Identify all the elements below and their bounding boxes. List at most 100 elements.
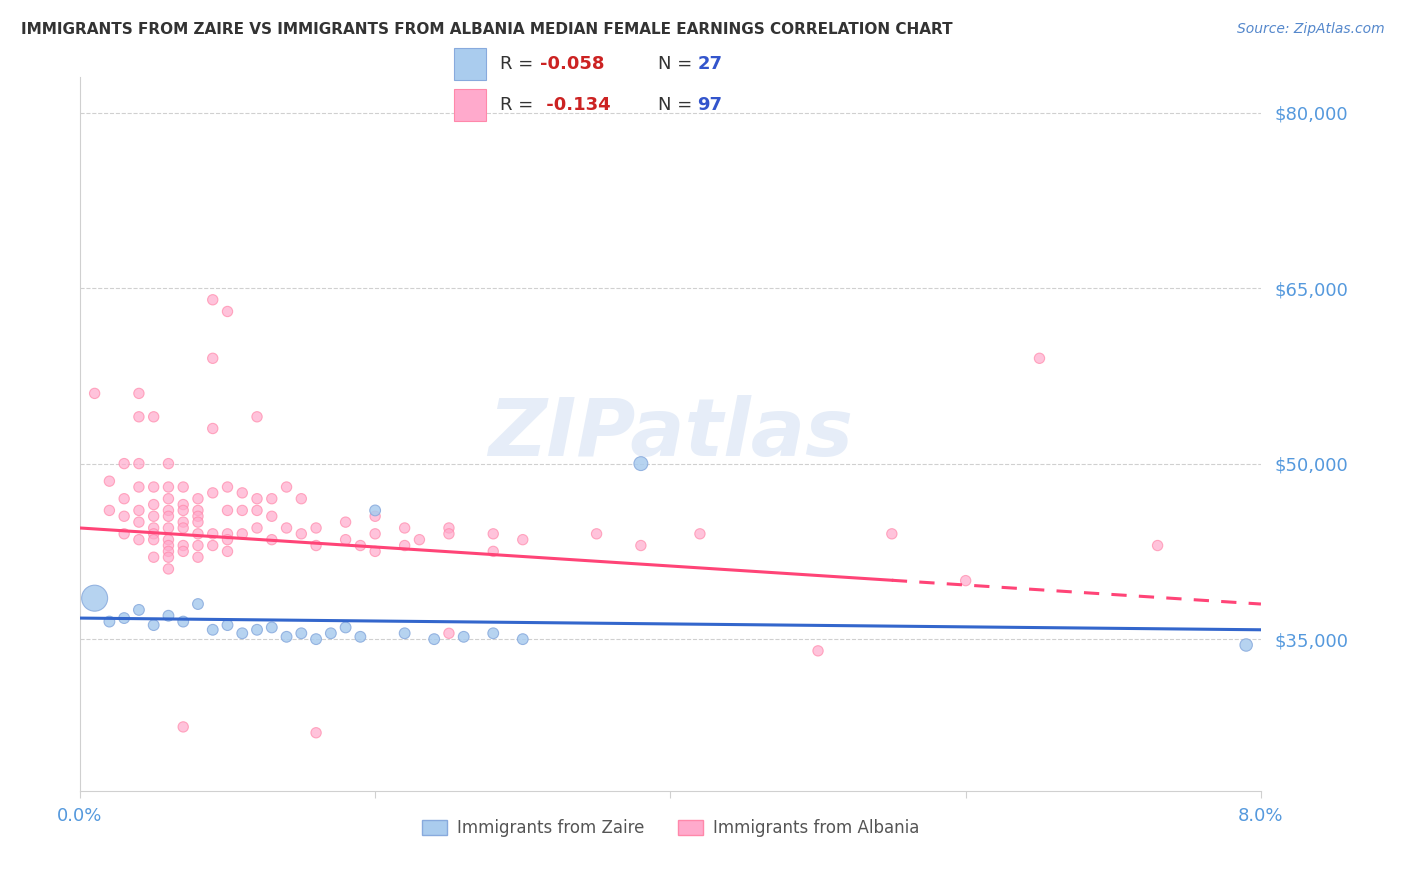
Point [585,526,607,541]
Point [98,615,121,629]
Point [217,304,239,318]
Point [201,526,224,541]
Point [335,515,357,529]
Point [142,480,165,494]
Point [423,632,446,647]
Point [172,480,194,494]
Point [246,623,269,637]
Point [482,526,505,541]
Point [260,533,283,547]
Point [1146,539,1168,553]
Point [394,539,416,553]
Text: R =: R = [501,95,540,114]
Point [187,526,209,541]
Point [157,521,180,535]
Point [453,630,475,644]
Point [157,480,180,494]
Point [128,409,150,424]
Point [187,597,209,611]
Point [217,544,239,558]
Point [335,533,357,547]
Point [290,491,312,506]
Point [157,509,180,524]
Point [128,386,150,401]
Point [246,409,269,424]
Point [142,409,165,424]
Point [187,491,209,506]
Point [128,533,150,547]
Point [187,515,209,529]
Point [157,544,180,558]
Point [364,526,387,541]
Point [157,503,180,517]
Point [201,623,224,637]
Point [172,615,194,629]
Point [83,386,105,401]
Point [319,626,342,640]
Point [128,515,150,529]
Point [201,421,224,435]
Point [394,626,416,640]
Point [157,533,180,547]
Point [142,498,165,512]
Point [364,509,387,524]
Point [246,503,269,517]
Point [231,486,253,500]
Text: ZIPatlas: ZIPatlas [488,395,853,474]
Point [112,526,135,541]
Point [201,293,224,307]
Point [128,457,150,471]
Point [187,539,209,553]
Point [112,491,135,506]
Point [364,503,387,517]
Point [157,457,180,471]
Point [187,509,209,524]
Point [157,550,180,565]
Point [260,509,283,524]
Point [364,544,387,558]
Point [305,632,328,647]
Text: N =: N = [658,55,697,73]
Point [276,630,298,644]
Text: R =: R = [501,55,540,73]
Point [187,550,209,565]
Point [201,539,224,553]
Point [217,480,239,494]
Point [290,626,312,640]
Text: -0.058: -0.058 [540,55,605,73]
Point [98,474,121,488]
Point [482,626,505,640]
Point [157,539,180,553]
Point [260,620,283,634]
Point [172,503,194,517]
Text: 97: 97 [697,95,723,114]
Point [689,526,711,541]
Point [201,486,224,500]
Point [437,526,460,541]
Point [437,626,460,640]
Point [231,526,253,541]
Point [142,509,165,524]
Point [807,644,830,658]
Point [880,526,903,541]
Point [630,457,652,471]
Point [172,544,194,558]
Point [305,521,328,535]
Point [172,521,194,535]
Text: 27: 27 [697,55,723,73]
Point [142,533,165,547]
Point [157,562,180,576]
Point [290,526,312,541]
Point [112,457,135,471]
Point [157,491,180,506]
Point [217,526,239,541]
Point [231,503,253,517]
Point [128,603,150,617]
Point [437,521,460,535]
Point [172,720,194,734]
Point [157,608,180,623]
Point [276,521,298,535]
Point [142,521,165,535]
FancyBboxPatch shape [454,88,486,120]
Text: IMMIGRANTS FROM ZAIRE VS IMMIGRANTS FROM ALBANIA MEDIAN FEMALE EARNINGS CORRELAT: IMMIGRANTS FROM ZAIRE VS IMMIGRANTS FROM… [21,22,953,37]
